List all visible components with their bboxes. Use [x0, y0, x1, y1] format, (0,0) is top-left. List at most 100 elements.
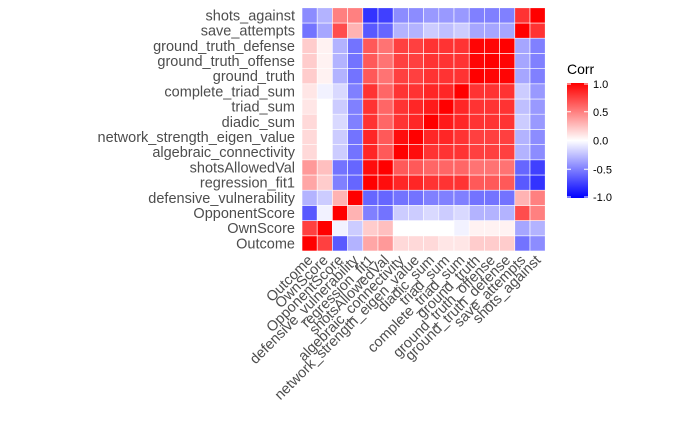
heatmap-cell-network_strength_eigen_value-network_strength_eigen_value — [408, 129, 424, 145]
heatmap-cell-Outcome-network_strength_eigen_value — [408, 235, 424, 252]
heatmap-cell-complete_triad_sum-complete_triad_sum — [453, 83, 470, 100]
heatmap-cell-save_attempts-defensive_vulnerability — [347, 22, 364, 39]
heatmap-cell-shotsAllowedVal-regression_fit1 — [362, 159, 379, 176]
heatmap-cell-network_strength_eigen_value-defensive_vulnerability — [347, 129, 364, 145]
heatmap-cell-shotsAllowedVal-shots_against — [529, 159, 546, 176]
heatmap-cell-shots_against-regression_fit1 — [362, 7, 379, 24]
heatmap-cell-ground_truth-ground_truth_defense — [499, 68, 516, 85]
y-axis-labels: OutcomeOwnScoreOpponentScoredefensive_vu… — [98, 8, 296, 252]
heatmap-cell-algebraic_connectivity-shots_against — [529, 144, 546, 161]
heatmap-cells — [301, 7, 546, 252]
heatmap-cell-OwnScore-ground_truth — [468, 220, 485, 237]
heatmap-cell-ground_truth-algebraic_connectivity — [392, 68, 409, 85]
heatmap-cell-defensive_vulnerability-ground_truth — [468, 189, 485, 206]
heatmap-cell-Outcome-shotsAllowedVal — [377, 235, 394, 252]
heatmap-cell-triad_sum-triad_sum — [438, 98, 455, 115]
heatmap-cell-ground_truth-shotsAllowedVal — [377, 68, 394, 85]
heatmap-cell-algebraic_connectivity-shotsAllowedVal — [377, 144, 394, 161]
heatmap-cell-regression_fit1-OwnScore — [316, 174, 333, 191]
heatmap-cell-ground_truth-regression_fit1 — [362, 68, 379, 85]
heatmap-cell-regression_fit1-ground_truth — [468, 174, 485, 191]
heatmap-cell-complete_triad_sum-algebraic_connectivity — [392, 83, 409, 100]
heatmap-cell-triad_sum-regression_fit1 — [362, 98, 379, 115]
heatmap-cell-triad_sum-Outcome — [301, 98, 318, 115]
heatmap-cell-complete_triad_sum-OpponentScore — [332, 83, 348, 100]
y-tick-label-network_strength_eigen_value: network_strength_eigen_value — [98, 130, 296, 146]
heatmap-cell-ground_truth_offense-triad_sum — [438, 53, 455, 69]
heatmap-cell-complete_triad_sum-network_strength_eigen_value — [408, 83, 424, 100]
heatmap-cell-OpponentScore-ground_truth_defense — [499, 205, 516, 221]
heatmap-cell-ground_truth-defensive_vulnerability — [347, 68, 364, 85]
heatmap-cell-ground_truth-complete_triad_sum — [453, 68, 470, 85]
heatmap-cell-ground_truth_offense-network_strength_eigen_value — [408, 53, 424, 69]
heatmap-cell-defensive_vulnerability-network_strength_eigen_value — [408, 189, 424, 206]
heatmap-cell-ground_truth_defense-diadic_sum — [423, 37, 440, 54]
heatmap-cell-defensive_vulnerability-triad_sum — [438, 189, 455, 206]
heatmap-cell-save_attempts-save_attempts — [514, 22, 531, 39]
heatmap-cell-network_strength_eigen_value-OwnScore — [316, 129, 333, 145]
heatmap-cell-diadic_sum-shots_against — [529, 113, 546, 130]
heatmap-cell-regression_fit1-triad_sum — [438, 174, 455, 191]
heatmap-cell-algebraic_connectivity-network_strength_eigen_value — [408, 144, 424, 161]
heatmap-cell-OpponentScore-OwnScore — [316, 205, 333, 221]
heatmap-cell-Outcome-OpponentScore — [332, 235, 348, 252]
heatmap-cell-ground_truth_offense-Outcome — [301, 53, 318, 69]
heatmap-cell-algebraic_connectivity-complete_triad_sum — [453, 144, 470, 161]
heatmap-cell-diadic_sum-ground_truth — [468, 113, 485, 130]
heatmap-cell-defensive_vulnerability-regression_fit1 — [362, 189, 379, 206]
heatmap-cell-shots_against-complete_triad_sum — [453, 7, 470, 24]
heatmap-cell-ground_truth-OpponentScore — [332, 68, 348, 85]
heatmap-cell-shotsAllowedVal-algebraic_connectivity — [392, 159, 409, 176]
heatmap-cell-save_attempts-complete_triad_sum — [453, 22, 470, 39]
heatmap-cell-Outcome-OwnScore — [316, 235, 333, 252]
heatmap-cell-Outcome-ground_truth_offense — [484, 235, 500, 252]
heatmap-cell-OwnScore-ground_truth_offense — [484, 220, 500, 237]
heatmap-cell-diadic_sum-OpponentScore — [332, 113, 348, 130]
heatmap-cell-OpponentScore-diadic_sum — [423, 205, 440, 221]
heatmap-cell-ground_truth_offense-ground_truth_offense — [484, 53, 500, 69]
heatmap-cell-OpponentScore-shots_against — [529, 205, 546, 221]
heatmap-cell-regression_fit1-shots_against — [529, 174, 546, 191]
y-tick-label-complete_triad_sum: complete_triad_sum — [164, 84, 295, 100]
heatmap-cell-complete_triad_sum-triad_sum — [438, 83, 455, 100]
heatmap-cell-triad_sum-ground_truth_defense — [499, 98, 516, 115]
heatmap-cell-shotsAllowedVal-complete_triad_sum — [453, 159, 470, 176]
heatmap-cell-ground_truth-network_strength_eigen_value — [408, 68, 424, 85]
heatmap-cell-Outcome-complete_triad_sum — [453, 235, 470, 252]
heatmap-cell-shotsAllowedVal-OwnScore — [316, 159, 333, 176]
heatmap-cell-triad_sum-shots_against — [529, 98, 546, 115]
y-tick-label-save_attempts: save_attempts — [201, 24, 295, 40]
heatmap-cell-Outcome-ground_truth_defense — [499, 235, 516, 252]
heatmap-cell-ground_truth_defense-save_attempts — [514, 37, 531, 54]
heatmap-cell-ground_truth_defense-ground_truth_offense — [484, 37, 500, 54]
heatmap-cell-triad_sum-diadic_sum — [423, 98, 440, 115]
heatmap-cell-triad_sum-algebraic_connectivity — [392, 98, 409, 115]
heatmap-cell-shots_against-ground_truth — [468, 7, 485, 24]
heatmap-cell-save_attempts-ground_truth_defense — [499, 22, 516, 39]
legend-tick-label: 0.5 — [593, 107, 608, 119]
heatmap-cell-OwnScore-OwnScore — [316, 220, 333, 237]
heatmap-cell-save_attempts-diadic_sum — [423, 22, 440, 39]
heatmap-cell-shotsAllowedVal-network_strength_eigen_value — [408, 159, 424, 176]
heatmap-cell-shots_against-diadic_sum — [423, 7, 440, 24]
heatmap-cell-save_attempts-ground_truth_offense — [484, 22, 500, 39]
heatmap-cell-ground_truth-save_attempts — [514, 68, 531, 85]
heatmap-cell-triad_sum-save_attempts — [514, 98, 531, 115]
y-tick-label-diadic_sum: diadic_sum — [222, 115, 295, 131]
heatmap-cell-shotsAllowedVal-ground_truth_defense — [499, 159, 516, 176]
heatmap-cell-algebraic_connectivity-ground_truth_offense — [484, 144, 500, 161]
heatmap-cell-ground_truth_offense-complete_triad_sum — [453, 53, 470, 69]
heatmap-cell-algebraic_connectivity-diadic_sum — [423, 144, 440, 161]
heatmap-cell-Outcome-Outcome — [301, 235, 318, 252]
heatmap-cell-shotsAllowedVal-save_attempts — [514, 159, 531, 176]
heatmap-cell-Outcome-regression_fit1 — [362, 235, 379, 252]
legend-ticks: 1.0 0.5 0.0 -0.5 -1.0 — [567, 79, 612, 204]
heatmap-cell-OpponentScore-Outcome — [301, 205, 318, 221]
heatmap-cell-defensive_vulnerability-Outcome — [301, 189, 318, 206]
heatmap-cell-regression_fit1-ground_truth_offense — [484, 174, 500, 191]
heatmap-cell-ground_truth-ground_truth_offense — [484, 68, 500, 85]
heatmap-cell-complete_triad_sum-ground_truth_offense — [484, 83, 500, 100]
heatmap-cell-shots_against-shotsAllowedVal — [377, 7, 394, 24]
heatmap-cell-network_strength_eigen_value-shotsAllowedVal — [377, 129, 394, 145]
heatmap-cell-triad_sum-ground_truth_offense — [484, 98, 500, 115]
